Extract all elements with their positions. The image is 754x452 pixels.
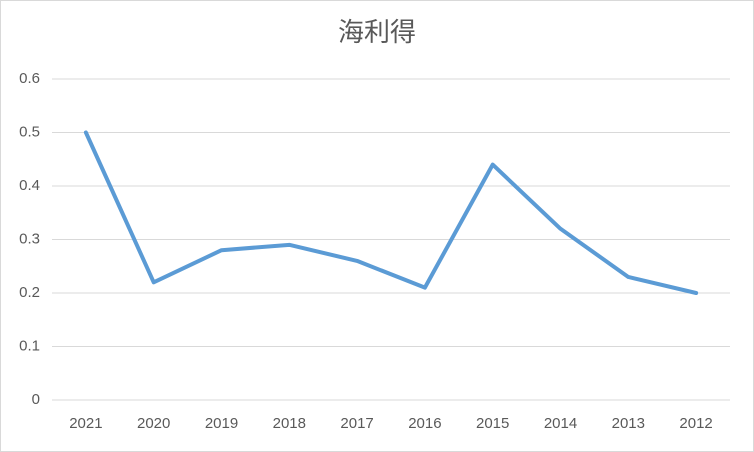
x-tick-label: 2014 [544, 415, 577, 432]
x-tick-label: 2012 [679, 415, 712, 432]
y-tick-label: 0.3 [19, 230, 40, 247]
x-tick-label: 2019 [205, 415, 238, 432]
y-tick-label: 0.5 [19, 123, 40, 140]
line [83, 130, 699, 295]
x-tick-label: 2017 [340, 415, 373, 432]
y-tick-label: 0.4 [19, 177, 40, 194]
x-tick-label: 2018 [273, 415, 306, 432]
y-tick-label: 0.2 [19, 284, 40, 301]
chart-title: 海利得 [338, 17, 416, 47]
y-tick-label: 0 [32, 391, 40, 408]
x-tick-label: 2020 [137, 415, 170, 432]
x-tick-label: 2013 [612, 415, 645, 432]
x-tick-label: 2016 [408, 415, 441, 432]
y-tick-label: 0.6 [19, 70, 40, 87]
x-tick-label: 2015 [476, 415, 509, 432]
y-tick-label: 0.1 [19, 337, 40, 354]
x-tick-label: 2021 [69, 415, 102, 432]
